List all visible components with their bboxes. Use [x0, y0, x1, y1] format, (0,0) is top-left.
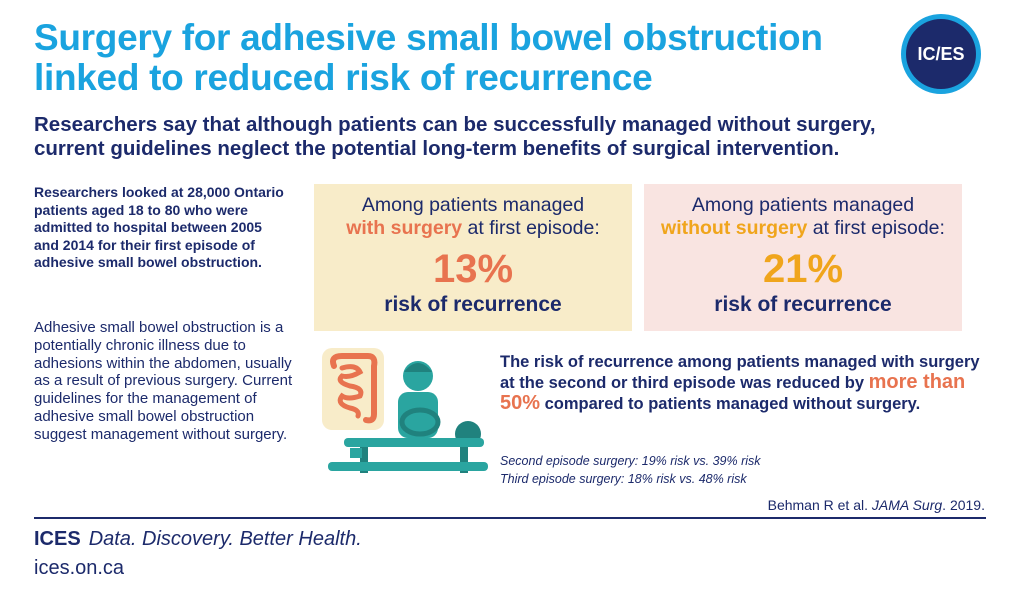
box-highlight: with surgery — [346, 217, 463, 239]
detail-second-episode: Second episode surgery: 19% risk vs. 39%… — [500, 454, 761, 468]
detail-third-episode: Third episode surgery: 18% risk vs. 48% … — [500, 472, 747, 486]
box-intro-line: Among patients managed — [691, 194, 915, 216]
surgery-percent: 13% — [432, 247, 514, 291]
box-intro-line: Among patients managed — [361, 194, 585, 216]
subtitle: Researchers say that although patients c… — [34, 113, 984, 161]
finding-details: Second episode surgery: 19% risk vs. 39%… — [500, 452, 980, 488]
box-intro-tail: at first episode: — [462, 217, 600, 239]
subtitle-line-2: current guidelines neglect the potential… — [34, 137, 840, 160]
box-intro: Among patients managed with surgery at f… — [314, 194, 632, 240]
footer-tagline: Data. Discovery. Better Health. — [88, 528, 362, 550]
citation-authors: Behman R et al. — [767, 497, 872, 513]
footer-brand: ICES Data. Discovery. Better Health. — [34, 526, 362, 552]
no-surgery-stat-box: Among patients managed without surgery a… — [644, 184, 962, 331]
box-highlight: without surgery — [661, 217, 808, 239]
subtitle-line-1: Researchers say that although patients c… — [34, 113, 876, 136]
surgery-illustration-icon — [322, 348, 488, 473]
no-surgery-percent-label: risk of recurrence — [714, 293, 892, 316]
logo-text: IC/ES — [906, 19, 976, 89]
background-text: Adhesive small bowel obstruction is a po… — [34, 319, 293, 443]
surgery-percent-label: risk of recurrence — [384, 293, 562, 316]
footer-url[interactable]: ices.on.ca — [34, 557, 125, 579]
finding-text-after: compared to patients managed without sur… — [540, 395, 921, 413]
box-intro: Among patients managed without surgery a… — [644, 194, 962, 240]
footer-brand-name: ICES — [34, 528, 81, 550]
page-title: Surgery for adhesive small bowel obstruc… — [34, 18, 874, 98]
finding-text-before: The risk of recurrence among patients ma… — [500, 353, 980, 392]
finding-highlight: more than 50% — [500, 371, 966, 414]
study-description: Researchers looked at 28,000 Ontario pat… — [34, 184, 284, 270]
citation-journal: JAMA Surg — [871, 497, 943, 513]
title-line-2: linked to reduced risk of recurrence — [34, 57, 653, 98]
citation-year: . 2019. — [942, 497, 985, 513]
title-line-1: Surgery for adhesive small bowel obstruc… — [34, 17, 823, 58]
surgery-stat-box: Among patients managed with surgery at f… — [314, 184, 632, 331]
footer-divider — [34, 517, 986, 519]
citation: Behman R et al. JAMA Surg. 2019. — [700, 497, 985, 513]
key-finding: The risk of recurrence among patients ma… — [500, 352, 980, 414]
no-surgery-percent: 21% — [762, 247, 844, 291]
box-intro-tail: at first episode: — [807, 217, 945, 239]
ices-logo: IC/ES — [901, 14, 981, 94]
